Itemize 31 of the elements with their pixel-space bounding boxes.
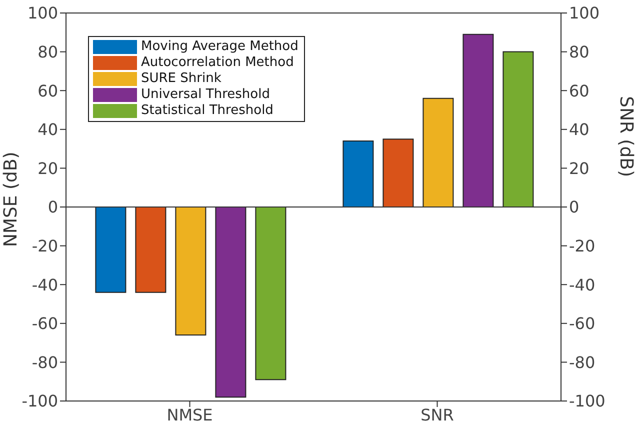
y-tick-label: 100 bbox=[27, 4, 58, 23]
y2-tick-label: 0 bbox=[569, 198, 580, 217]
legend-label: Moving Average Method bbox=[141, 39, 298, 55]
y-tick-label: 80 bbox=[38, 42, 58, 62]
legend-label: Statistical Threshold bbox=[141, 103, 274, 119]
legend-label: SURE Shrink bbox=[141, 71, 222, 87]
y2-tick-label: 40 bbox=[569, 120, 590, 140]
y2-tick-label: 60 bbox=[569, 81, 590, 100]
y2-tick-label: -40 bbox=[569, 275, 596, 294]
y2-tick-label: 80 bbox=[569, 42, 590, 62]
y2-tick-label: -100 bbox=[569, 392, 606, 411]
y-tick-label: -60 bbox=[32, 314, 58, 334]
y2-tick-label: 100 bbox=[569, 4, 600, 23]
x-tick-label: SNR bbox=[420, 405, 454, 424]
y-tick-label: 60 bbox=[38, 81, 58, 100]
y-tick-label: 40 bbox=[38, 120, 58, 140]
y2-tick-label: -80 bbox=[569, 352, 596, 372]
y-axis-title: NMSE (dB) bbox=[0, 152, 22, 247]
legend-label: Universal Threshold bbox=[141, 87, 270, 103]
y2-tick-label: -60 bbox=[569, 314, 596, 334]
y-tick-label: -20 bbox=[32, 236, 58, 256]
x-tick-label: NMSE bbox=[166, 405, 213, 424]
y-tick-label: -80 bbox=[32, 352, 58, 372]
y-tick-label: -40 bbox=[32, 275, 58, 294]
legend-label: Autocorrelation Method bbox=[141, 55, 294, 71]
y2-tick-label: 20 bbox=[569, 158, 590, 178]
y-tick-label: -100 bbox=[22, 392, 58, 411]
y-tick-label: 20 bbox=[38, 158, 58, 178]
y-tick-label: 0 bbox=[48, 198, 58, 217]
y2-axis-title: SNR (dB) bbox=[616, 96, 637, 177]
y2-tick-label: -20 bbox=[569, 236, 596, 256]
